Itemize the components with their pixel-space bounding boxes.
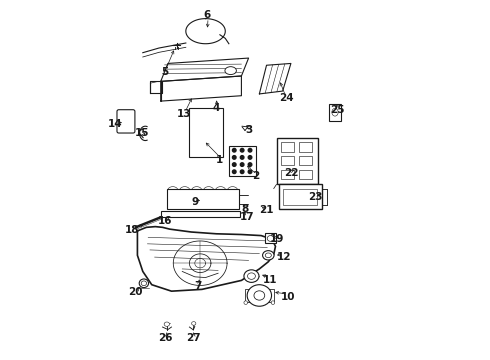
Circle shape <box>232 170 236 174</box>
Bar <box>299 142 313 152</box>
Text: 13: 13 <box>177 109 191 119</box>
Circle shape <box>248 156 252 159</box>
Text: 19: 19 <box>270 234 285 244</box>
Circle shape <box>232 156 236 159</box>
FancyBboxPatch shape <box>117 110 135 133</box>
Circle shape <box>240 156 244 159</box>
Bar <box>283 189 318 205</box>
Text: 7: 7 <box>195 281 202 291</box>
Text: 21: 21 <box>259 206 274 216</box>
Bar <box>190 108 223 157</box>
Text: 14: 14 <box>108 120 122 129</box>
Text: 8: 8 <box>242 204 248 214</box>
Bar <box>281 156 294 165</box>
Text: 6: 6 <box>204 10 211 20</box>
Text: 17: 17 <box>240 212 255 221</box>
Circle shape <box>232 148 236 152</box>
Bar <box>281 170 294 179</box>
Bar <box>276 138 318 184</box>
Ellipse shape <box>267 235 274 241</box>
Ellipse shape <box>247 285 271 306</box>
Bar <box>279 184 322 209</box>
Text: 12: 12 <box>277 252 292 262</box>
Text: 22: 22 <box>284 168 299 178</box>
Text: 15: 15 <box>134 129 149 138</box>
Bar <box>229 146 256 176</box>
Circle shape <box>240 163 244 166</box>
Ellipse shape <box>225 67 236 75</box>
Text: 25: 25 <box>330 105 345 115</box>
Circle shape <box>248 163 252 166</box>
Bar <box>281 142 294 152</box>
Text: 18: 18 <box>125 225 139 235</box>
Ellipse shape <box>254 291 265 300</box>
Text: 9: 9 <box>191 197 198 207</box>
Text: 1: 1 <box>216 155 223 165</box>
Bar <box>265 233 276 243</box>
Ellipse shape <box>164 322 170 326</box>
Ellipse shape <box>263 251 274 260</box>
Ellipse shape <box>139 279 148 288</box>
Text: 10: 10 <box>281 292 295 302</box>
Ellipse shape <box>332 108 338 116</box>
Circle shape <box>240 148 244 152</box>
Ellipse shape <box>271 301 275 305</box>
Circle shape <box>248 170 252 174</box>
Bar <box>167 189 239 210</box>
Bar <box>245 289 274 302</box>
Bar <box>299 156 313 165</box>
Text: 5: 5 <box>161 67 168 77</box>
Circle shape <box>248 148 252 152</box>
Text: 3: 3 <box>245 125 252 135</box>
Text: 16: 16 <box>158 216 172 226</box>
Ellipse shape <box>244 301 247 305</box>
Text: 20: 20 <box>128 287 143 297</box>
Text: 23: 23 <box>308 192 322 202</box>
Ellipse shape <box>244 270 259 282</box>
Text: 27: 27 <box>186 333 200 343</box>
Text: 2: 2 <box>252 171 259 181</box>
Text: 24: 24 <box>279 93 294 103</box>
Ellipse shape <box>247 273 255 279</box>
Ellipse shape <box>265 253 271 258</box>
Ellipse shape <box>192 321 196 325</box>
Text: 4: 4 <box>213 103 220 113</box>
Text: 11: 11 <box>263 275 277 285</box>
Circle shape <box>240 170 244 174</box>
Bar <box>161 211 240 217</box>
Text: 26: 26 <box>158 333 172 343</box>
Bar <box>299 170 313 179</box>
Bar <box>329 104 341 121</box>
Ellipse shape <box>141 281 147 285</box>
Circle shape <box>232 163 236 166</box>
